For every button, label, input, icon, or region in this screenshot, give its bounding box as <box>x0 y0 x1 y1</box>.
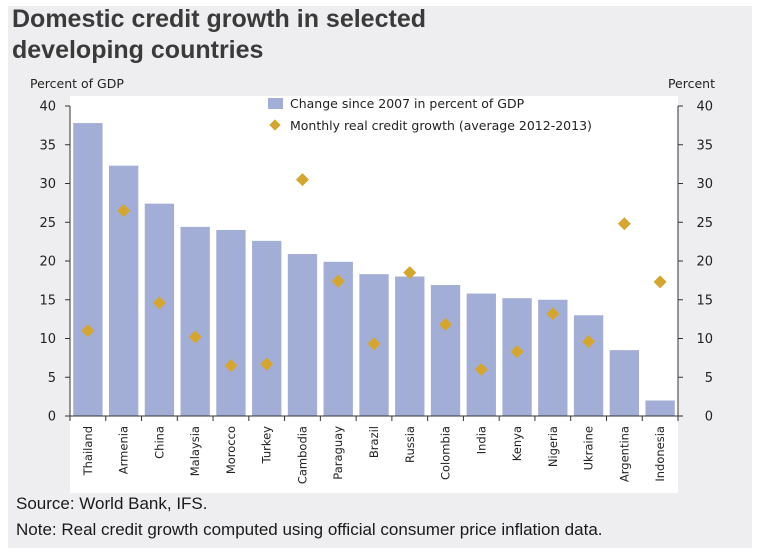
x-tick-label-russia: Russia <box>403 426 417 463</box>
chart-title-line-2: developing countries <box>12 36 264 64</box>
bar-thailand <box>73 123 103 417</box>
y-right-tick-label: 0 <box>705 410 713 425</box>
x-tick-label-turkey: Turkey <box>260 426 274 465</box>
x-tick-label-ukraine: Ukraine <box>582 426 596 470</box>
source-note: Source: World Bank, IFS. <box>16 494 208 513</box>
diamond-china <box>152 296 166 310</box>
legend: Change since 2007 in percent of GDP Mont… <box>268 96 592 133</box>
diamond-thailand <box>81 324 95 338</box>
diamond-nigeria <box>546 307 560 321</box>
chart-title: Domestic credit growth in selected devel… <box>12 4 426 66</box>
y-left-tick-label: 35 <box>39 138 56 153</box>
bar-cambodia <box>287 254 318 416</box>
x-tick-label-nigeria: Nigeria <box>546 426 560 467</box>
diamond-brazil <box>367 337 381 351</box>
x-tick-label-morocco: Morocco <box>224 426 238 474</box>
bar-series <box>73 123 675 417</box>
legend-bar-label: Change since 2007 in percent of GDP <box>290 96 525 111</box>
y-left-axis-label: Percent of GDP <box>30 76 124 91</box>
x-tick-label-argentina: Argentina <box>617 426 631 482</box>
x-tick-label-paraguay: Paraguay <box>331 426 345 480</box>
footnote: Note: Real credit growth computed using … <box>16 520 603 539</box>
diamond-indonesia <box>653 275 667 289</box>
x-tick-label-malaysia: Malaysia <box>188 426 202 476</box>
y-right-tick-label: 5 <box>705 371 713 386</box>
diamond-armenia <box>117 204 131 218</box>
diamond-paraguay <box>331 274 345 288</box>
y-left-tick-label: 10 <box>39 332 56 347</box>
bar-indonesia <box>645 400 675 416</box>
x-tick-label-armenia: Armenia <box>117 426 131 474</box>
bar-india <box>466 293 496 416</box>
x-tick-label-cambodia: Cambodia <box>295 426 309 484</box>
x-tick-label-brazil: Brazil <box>367 426 381 458</box>
y-left-tick-label: 15 <box>39 293 56 308</box>
diamond-turkey <box>260 357 274 371</box>
y-right-tick-label: 25 <box>696 216 713 231</box>
y-left-tick-label: 30 <box>39 177 56 192</box>
y-right-axis-label: Percent <box>668 76 715 91</box>
y-right-tick-label: 15 <box>696 293 713 308</box>
y-left-tick-label: 40 <box>39 100 56 115</box>
y-left-tick-label: 25 <box>39 216 56 231</box>
diamond-series <box>81 173 667 376</box>
diamond-cambodia <box>295 173 309 187</box>
x-tick-label-indonesia: Indonesia <box>653 426 667 482</box>
diamond-ukraine <box>582 335 596 349</box>
diamond-colombia <box>439 318 453 332</box>
y-left-tick-label: 20 <box>39 255 56 270</box>
bar-ukraine <box>573 315 604 416</box>
bar-china <box>144 203 175 416</box>
diamond-malaysia <box>188 330 202 344</box>
y-right-tick-label: 35 <box>696 138 713 153</box>
x-tick-label-china: China <box>152 426 166 459</box>
legend-bar-swatch <box>268 98 283 109</box>
bar-turkey <box>252 240 282 416</box>
y-left-tick-label: 0 <box>48 410 56 425</box>
diamond-kenya <box>510 345 524 359</box>
diamond-india <box>474 363 488 376</box>
bar-argentina <box>609 350 640 417</box>
y-right-tick-label: 10 <box>696 332 713 347</box>
legend-diamond-label: Monthly real credit growth (average 2012… <box>290 118 592 133</box>
bar-morocco <box>216 230 246 416</box>
y-right-tick-label: 20 <box>696 255 713 270</box>
x-tick-label-india: India <box>474 426 488 454</box>
diamond-russia <box>403 266 417 280</box>
x-tick-label-colombia: Colombia <box>439 426 453 480</box>
x-tick-label-kenya: Kenya <box>510 426 524 461</box>
bar-malaysia <box>180 226 210 416</box>
x-tick-label-thailand: Thailand <box>81 426 95 476</box>
diamond-argentina <box>617 217 631 231</box>
chart-title-line-1: Domestic credit growth in selected <box>12 5 426 33</box>
y-left-tick-label: 5 <box>48 371 56 386</box>
y-right-tick-label: 30 <box>696 177 713 192</box>
bar-russia <box>395 276 425 416</box>
axes: 0 0 5 5 10 10 15 15 20 20 25 25 30 30 35 35 40 40 Thailand… <box>39 100 713 485</box>
bar-colombia <box>430 285 461 416</box>
bar-armenia <box>108 165 139 416</box>
y-right-tick-label: 40 <box>696 100 713 115</box>
diamond-morocco <box>224 359 238 373</box>
